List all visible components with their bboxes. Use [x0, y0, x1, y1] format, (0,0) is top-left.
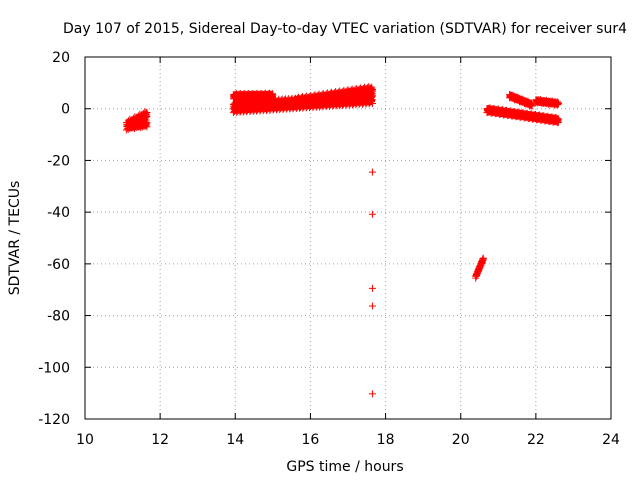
y-tick-label: 20: [52, 50, 70, 66]
y-tick-label: -20: [47, 153, 70, 169]
data-point: [554, 100, 562, 108]
data-point: [479, 254, 487, 262]
y-tick-label: -60: [47, 257, 70, 273]
data-points: [122, 83, 562, 398]
data-point: [368, 100, 376, 108]
x-tick-label: 10: [76, 432, 94, 448]
y-tick-label: 0: [61, 102, 70, 118]
data-point: [554, 115, 562, 123]
data-point: [368, 210, 376, 218]
x-tick-label: 18: [377, 432, 395, 448]
data-point: [368, 87, 376, 95]
x-tick-labels: 10 12 14 16 18 20 22 24: [76, 432, 620, 448]
axis-ticks: [84, 56, 612, 420]
x-tick-label: 24: [602, 432, 620, 448]
data-point: [528, 100, 536, 108]
data-point: [368, 302, 376, 310]
data-point: [368, 168, 376, 176]
data-point: [143, 119, 151, 127]
data-point: [368, 284, 376, 292]
y-tick-label: -100: [38, 360, 70, 376]
x-tick-label: 12: [151, 432, 169, 448]
x-tick-label: 20: [452, 432, 470, 448]
y-tick-label: -80: [47, 309, 70, 325]
y-axis-title: SDTVAR / TECUs: [7, 181, 23, 296]
y-tick-labels: 20 0 -20 -40 -60 -80 -100 -120: [38, 50, 70, 428]
x-tick-label: 22: [527, 432, 545, 448]
y-tick-label: -120: [38, 412, 70, 428]
x-tick-label: 16: [302, 432, 320, 448]
x-axis-title: GPS time / hours: [286, 459, 403, 475]
data-point: [143, 113, 151, 121]
data-point: [368, 390, 376, 398]
x-tick-label: 14: [226, 432, 244, 448]
chart-title: Day 107 of 2015, Sidereal Day-to-day VTE…: [63, 21, 627, 37]
y-tick-label: -40: [47, 205, 70, 221]
plot-border: [84, 56, 612, 420]
data-point: [269, 91, 277, 99]
